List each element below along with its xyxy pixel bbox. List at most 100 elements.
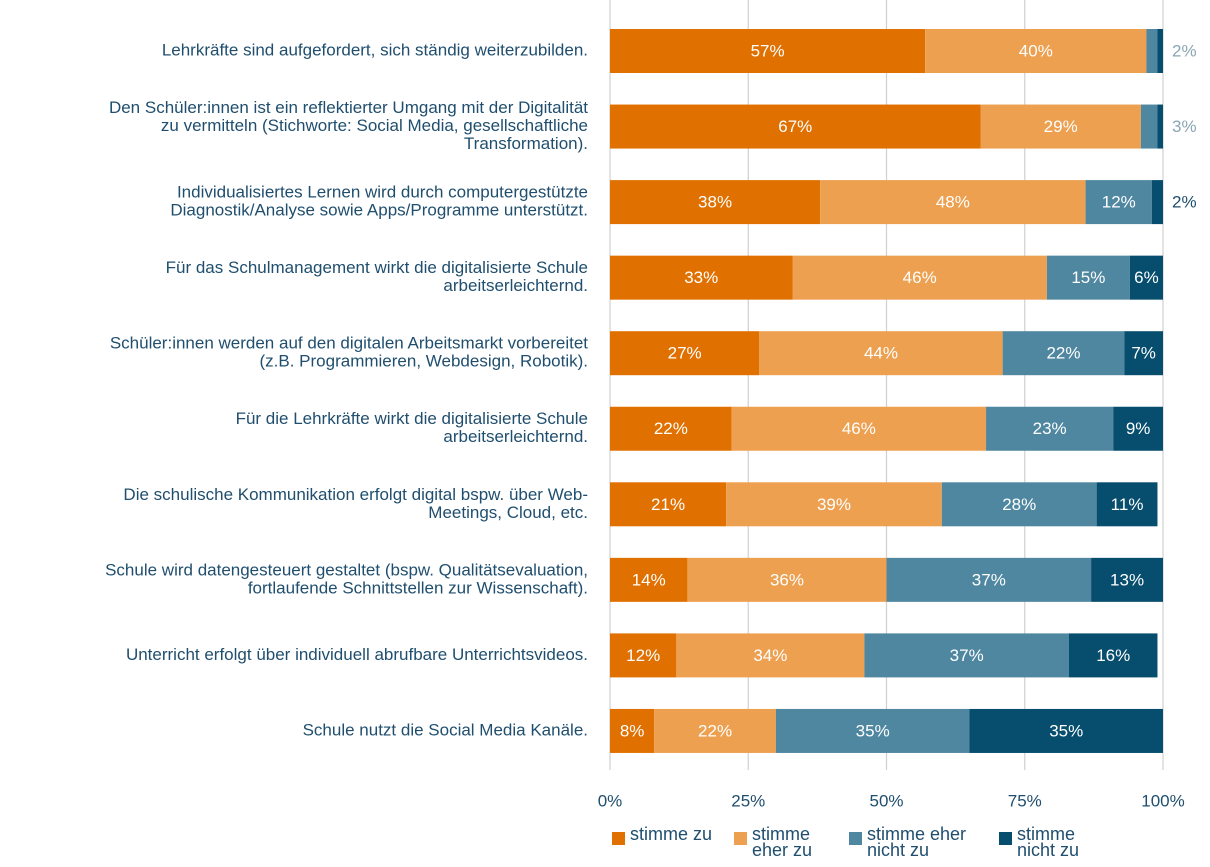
data-label: 12%: [626, 646, 660, 665]
bar-segment: [610, 406, 732, 451]
category-label: Meetings, Cloud, etc.: [428, 503, 588, 522]
data-label: 22%: [1046, 344, 1080, 363]
legend: stimme zu stimme eher zu stimme eher nicht…: [612, 824, 1114, 860]
category-label: arbeitserleichternd.: [443, 276, 588, 295]
bar-segment: [687, 557, 887, 602]
legend-label: stimme zu: [630, 824, 713, 844]
bar-segment: [1151, 180, 1163, 225]
x-tick-label: 50%: [869, 791, 903, 810]
bar-segment: [1091, 557, 1163, 602]
data-label: 14%: [632, 570, 666, 589]
data-label: 37%: [972, 570, 1006, 589]
data-label: 67%: [778, 117, 812, 136]
data-label: 11%: [1111, 495, 1144, 514]
data-label: 46%: [842, 419, 876, 438]
data-label: 27%: [668, 344, 702, 363]
bar-segment: [726, 482, 942, 527]
bar-segment: [1157, 29, 1163, 73]
bar-segment: [925, 29, 1147, 73]
data-label: 3%: [1172, 117, 1197, 136]
bar-segment: [1140, 104, 1158, 149]
x-tick-label: 100%: [1141, 791, 1184, 810]
bar-segment: [820, 180, 1086, 225]
category-label: Den Schüler:innen ist ein reflektierter …: [109, 98, 588, 117]
bar-segment: [610, 104, 981, 149]
category-label: Lehrkräfte sind aufgefordert, sich ständ…: [162, 40, 588, 59]
bar-segment: [986, 406, 1114, 451]
legend-item: stimme zu: [612, 824, 713, 858]
data-label: 2%: [1172, 41, 1197, 60]
legend-item: stimme nicht zu: [999, 824, 1092, 860]
x-tick-label: 25%: [731, 791, 765, 810]
bar-segment: [610, 482, 727, 527]
legend-swatch: [612, 832, 625, 845]
bar-segment: [1085, 180, 1152, 225]
data-label: 44%: [864, 344, 898, 363]
category-label: Transformation).: [464, 134, 588, 153]
bar-segment: [610, 331, 760, 376]
bar-segment: [654, 708, 776, 753]
data-label: 23%: [1033, 419, 1067, 438]
data-label: 7%: [1131, 344, 1156, 363]
data-label: 29%: [1044, 117, 1078, 136]
data-label: 8%: [620, 721, 645, 740]
bar-segment: [610, 180, 821, 225]
data-label: 28%: [1002, 495, 1036, 514]
data-label: 22%: [698, 721, 732, 740]
data-label: 9%: [1126, 419, 1151, 438]
category-label: Für das Schulmanagement wirkt die digita…: [166, 258, 588, 277]
data-label: 57%: [751, 41, 785, 60]
bar-segment: [1096, 482, 1158, 527]
bar-segment: [1068, 633, 1158, 678]
data-label: 40%: [1019, 41, 1053, 60]
legend-swatch: [734, 832, 748, 845]
data-label: 35%: [856, 721, 890, 740]
data-label: 39%: [817, 495, 851, 514]
category-label: Für die Lehrkräfte wirkt die digitalisie…: [236, 409, 588, 428]
data-label: 15%: [1071, 268, 1105, 287]
bar-segment: [941, 482, 1097, 527]
bar-segment: [980, 104, 1141, 149]
bar-segment: [1157, 104, 1163, 149]
data-label: 48%: [936, 193, 970, 212]
data-label: 22%: [654, 419, 688, 438]
data-label: 36%: [770, 570, 804, 589]
category-label: Individualisiertes Lernen wird durch com…: [177, 183, 588, 202]
data-label: 33%: [684, 268, 718, 287]
bar-segment: [1113, 406, 1163, 451]
bar-segment: [610, 557, 688, 602]
bar-segment: [610, 29, 926, 73]
data-label: 13%: [1110, 570, 1144, 589]
data-label: 38%: [698, 193, 732, 212]
bar-segment: [775, 708, 970, 753]
bar-segment: [969, 708, 1163, 753]
bar-segment: [610, 255, 793, 300]
data-label: 21%: [651, 495, 685, 514]
bar-segment: [731, 406, 987, 451]
category-label: zu vermitteln (Stichworte: Social Media,…: [161, 116, 588, 135]
data-label: 12%: [1102, 193, 1136, 212]
category-label: Unterricht erfolgt über individuell abru…: [126, 645, 588, 664]
bar-segment: [610, 633, 677, 678]
bar-segment: [676, 633, 865, 678]
bar-segment: [1124, 331, 1163, 376]
data-label: 16%: [1096, 646, 1130, 665]
legend-label: stimme eher nicht zu: [867, 824, 967, 860]
category-label: Schule nutzt die Social Media Kanäle.: [303, 720, 588, 739]
bar-segment: [792, 255, 1047, 300]
category-label: arbeitserleichternd.: [443, 427, 588, 446]
data-label: 46%: [903, 268, 937, 287]
legend-label: stimme nicht zu: [1017, 824, 1080, 860]
legend-swatch: [999, 832, 1013, 845]
data-label: 6%: [1134, 268, 1159, 287]
legend-label: stimme eher zu: [752, 824, 813, 860]
bar-segment: [610, 708, 655, 753]
category-label: Die schulische Kommunikation erfolgt dig…: [123, 485, 588, 504]
bar-segment: [1046, 255, 1130, 300]
category-label: fortlaufende Schnittstellen zur Wissensc…: [248, 578, 588, 597]
x-tick-label: 0%: [598, 791, 623, 810]
bar-segment: [1146, 29, 1158, 73]
data-label: 35%: [1049, 721, 1083, 740]
legend-item: stimme eher nicht zu: [849, 824, 977, 860]
